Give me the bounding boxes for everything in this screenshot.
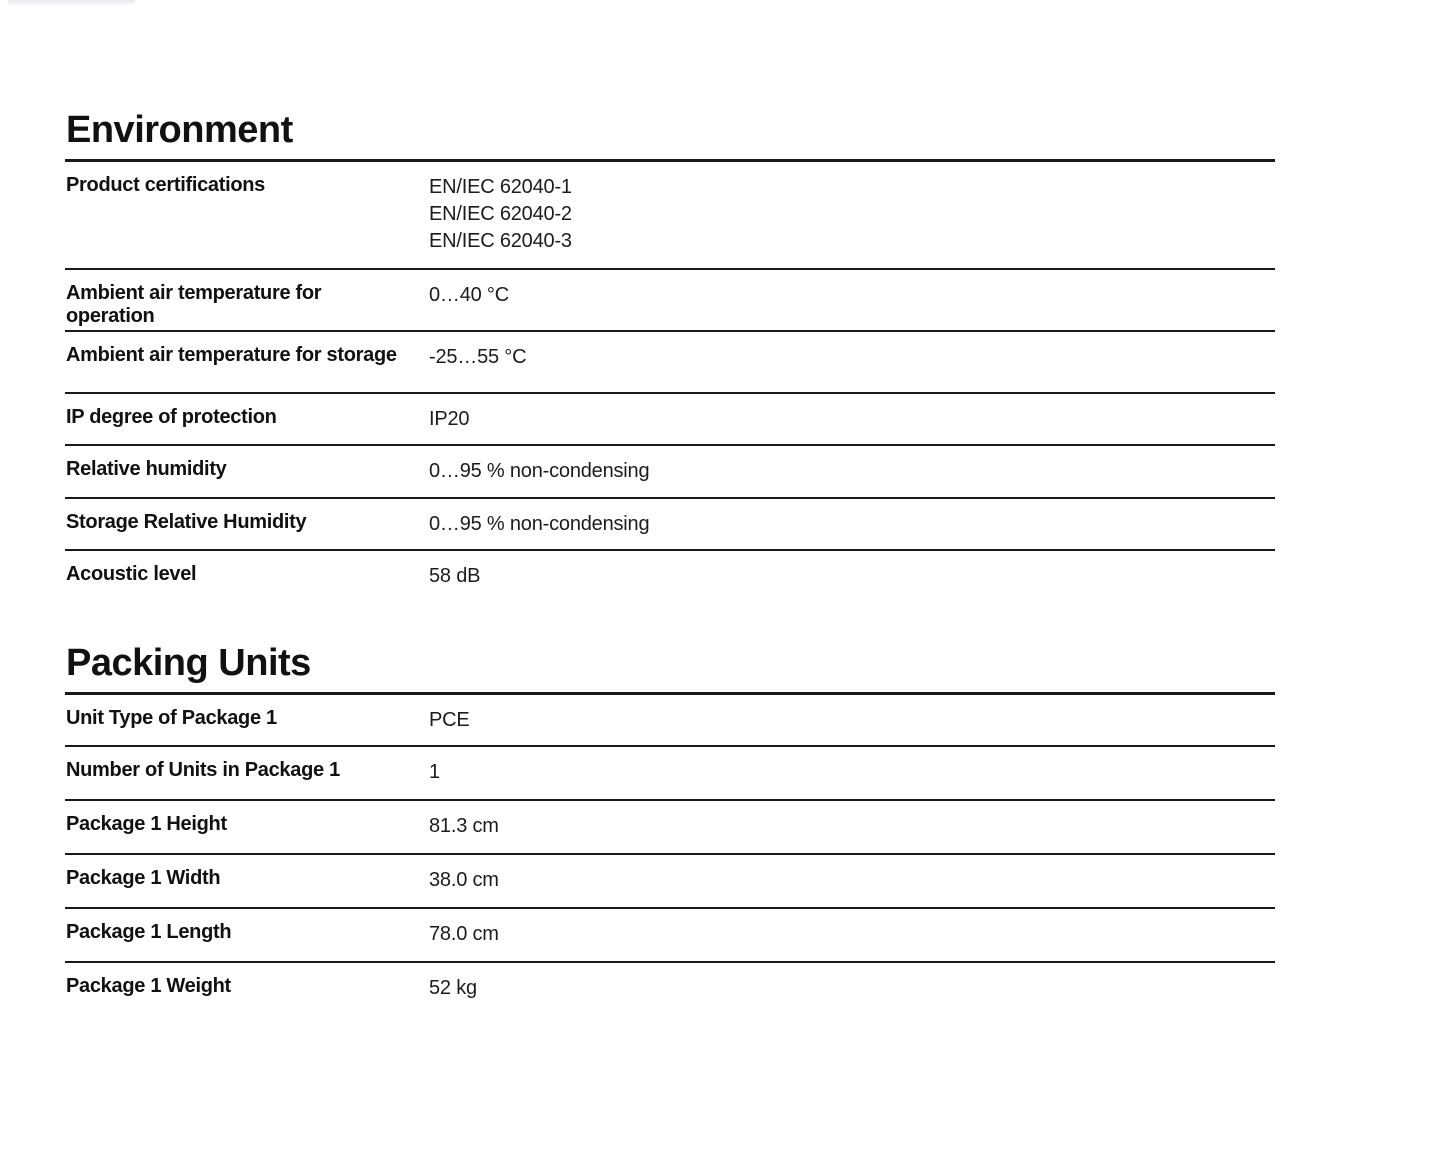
spec-label: Product certifications — [66, 174, 265, 196]
spec-row-storage-relative-humidity: Storage Relative Humidity 0…95 % non-con… — [65, 497, 1275, 549]
spec-value-line: EN/IEC 62040-2 — [429, 203, 572, 225]
section-title-packing-units: Packing Units — [66, 642, 311, 684]
spec-value: 58 dB — [429, 565, 481, 587]
spec-row-relative-humidity: Relative humidity 0…95 % non-condensing — [65, 444, 1275, 497]
spec-value: -25…55 °C — [429, 346, 527, 368]
spec-label: IP degree of protection — [66, 406, 277, 428]
environment-spec-table: Product certifications EN/IEC 62040-1 EN… — [65, 159, 1275, 605]
spec-value: 38.0 cm — [429, 869, 499, 891]
spec-value: 0…40 °C — [429, 284, 509, 306]
spec-value-line: EN/IEC 62040-1 — [429, 176, 572, 198]
spec-value-line: EN/IEC 62040-3 — [429, 230, 572, 252]
spec-value: 78.0 cm — [429, 923, 499, 945]
spec-row-package-1-length: Package 1 Length 78.0 cm — [65, 907, 1275, 961]
packing-units-spec-table: Unit Type of Package 1 PCE Number of Uni… — [65, 692, 1275, 1015]
section-environment: Environment Product certifications EN/IE… — [65, 108, 1275, 605]
spec-row-package-1-weight: Package 1 Weight 52 kg — [65, 961, 1275, 1015]
spec-label: Storage Relative Humidity — [66, 511, 307, 533]
top-edge-artifact-bar — [8, 0, 135, 5]
spec-label: Acoustic level — [66, 563, 197, 585]
spec-value: IP20 — [429, 408, 470, 430]
spec-label: Relative humidity — [66, 458, 227, 480]
section-title-environment: Environment — [66, 109, 293, 151]
spec-value: 52 kg — [429, 977, 477, 999]
spec-value: 0…95 % non-condensing — [429, 460, 650, 482]
spec-label: Package 1 Weight — [66, 975, 231, 997]
spec-row-number-of-units-package-1: Number of Units in Package 1 1 — [65, 745, 1275, 799]
spec-label: Number of Units in Package 1 — [66, 759, 340, 781]
spec-row-ambient-temp-operation: Ambient air temperature for operation 0…… — [65, 268, 1275, 330]
spec-value: EN/IEC 62040-1 EN/IEC 62040-2 EN/IEC 620… — [429, 174, 1275, 268]
spec-value: 81.3 cm — [429, 815, 499, 837]
spec-value: 0…95 % non-condensing — [429, 513, 650, 535]
spec-label: Package 1 Length — [66, 921, 232, 943]
spec-label: Package 1 Width — [66, 867, 221, 889]
spec-label: Unit Type of Package 1 — [66, 707, 277, 729]
spec-row-ambient-temp-storage: Ambient air temperature for storage -25…… — [65, 330, 1275, 392]
spec-row-unit-type-package-1: Unit Type of Package 1 PCE — [65, 695, 1275, 745]
spec-label: Ambient air temperature for storage — [66, 344, 397, 366]
spec-row-package-1-height: Package 1 Height 81.3 cm — [65, 799, 1275, 853]
spec-value: PCE — [429, 709, 470, 731]
section-packing-units: Packing Units Unit Type of Package 1 PCE… — [65, 641, 1275, 1015]
spec-label: Ambient air temperature for operation — [66, 282, 322, 327]
spec-row-package-1-width: Package 1 Width 38.0 cm — [65, 853, 1275, 907]
spec-row-ip-protection: IP degree of protection IP20 — [65, 392, 1275, 444]
spec-row-acoustic-level: Acoustic level 58 dB — [65, 549, 1275, 605]
spec-row-product-certifications: Product certifications EN/IEC 62040-1 EN… — [65, 162, 1275, 268]
spec-value: 1 — [429, 761, 440, 783]
spec-label: Package 1 Height — [66, 813, 227, 835]
